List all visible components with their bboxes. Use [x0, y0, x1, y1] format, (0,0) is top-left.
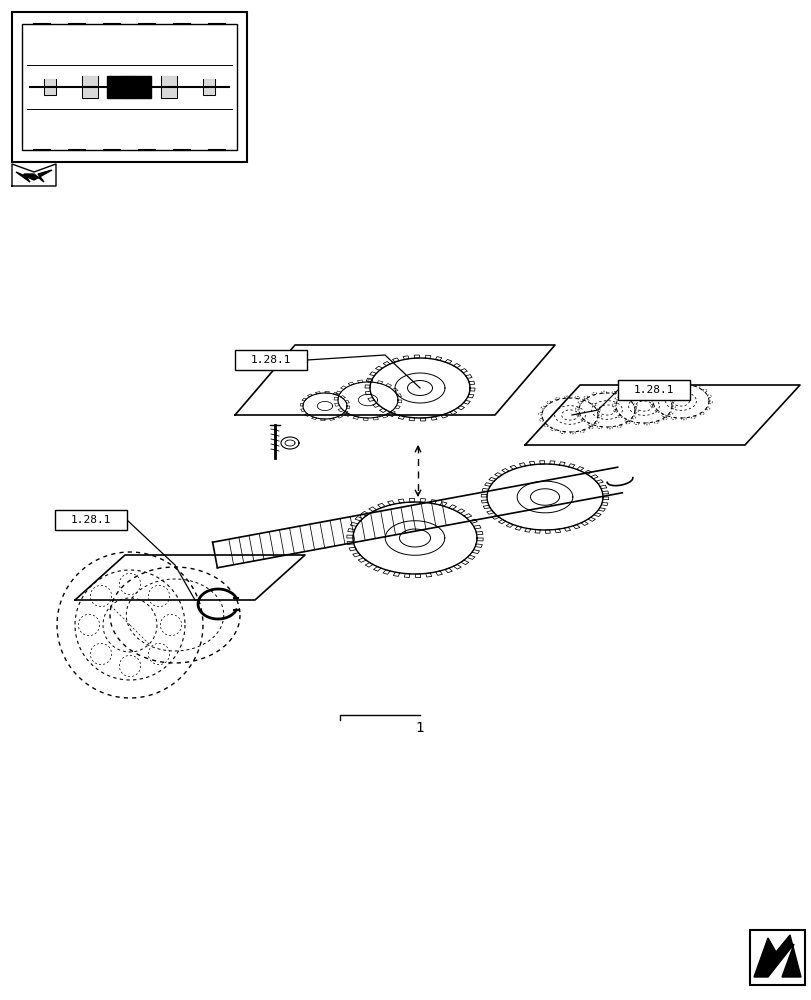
- Text: 1: 1: [415, 721, 423, 735]
- Polygon shape: [122, 76, 137, 98]
- Text: 1.28.1: 1.28.1: [251, 355, 291, 365]
- Polygon shape: [203, 79, 214, 95]
- Text: 1.28.1: 1.28.1: [633, 385, 673, 395]
- Polygon shape: [161, 76, 177, 98]
- Text: 1.28.1: 1.28.1: [71, 515, 111, 525]
- Bar: [12, 12, 247, 162]
- Bar: [617, 380, 689, 400]
- Polygon shape: [753, 935, 800, 977]
- Bar: [22, 24, 237, 150]
- Polygon shape: [45, 79, 55, 95]
- Polygon shape: [107, 76, 152, 98]
- Bar: [749, 930, 804, 985]
- Polygon shape: [16, 170, 52, 182]
- Polygon shape: [82, 76, 97, 98]
- Bar: [234, 350, 307, 370]
- Bar: [55, 510, 127, 530]
- Polygon shape: [12, 164, 56, 186]
